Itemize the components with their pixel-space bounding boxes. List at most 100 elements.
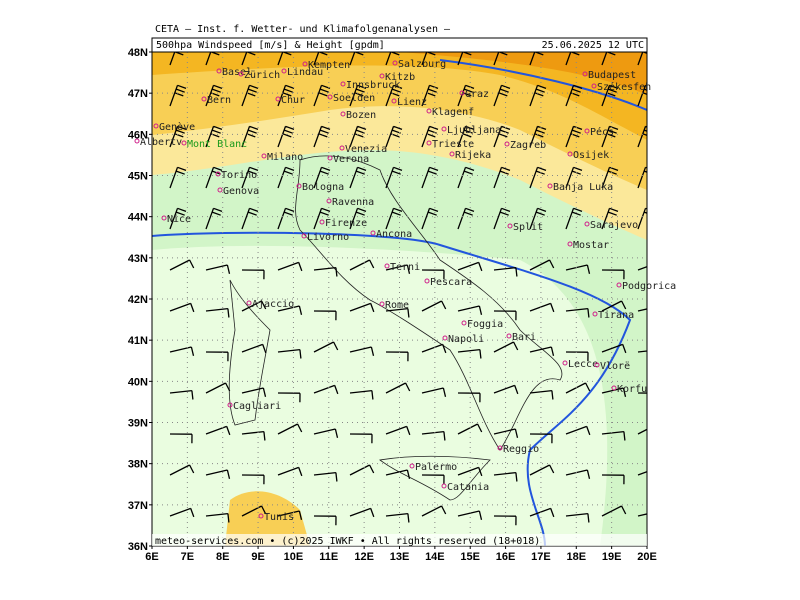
city-dot bbox=[370, 230, 376, 236]
city-dot bbox=[217, 187, 223, 193]
wind-barb bbox=[313, 310, 337, 321]
city-dot bbox=[327, 94, 333, 100]
wind-barb bbox=[169, 52, 184, 66]
wind-barb bbox=[421, 387, 447, 397]
city-label: Bologna bbox=[302, 182, 344, 193]
lat-label: 47N bbox=[128, 88, 148, 100]
city-dot bbox=[339, 145, 345, 151]
city-label: Korfu bbox=[617, 384, 647, 395]
wind-barb bbox=[457, 466, 483, 477]
city-label: Genova bbox=[223, 186, 259, 197]
city-label: Venezia bbox=[345, 144, 387, 155]
wind-barb bbox=[349, 166, 367, 189]
city-label: Nice bbox=[167, 214, 191, 225]
wind-barb bbox=[349, 207, 367, 230]
header-box bbox=[151, 37, 648, 53]
wind-barb bbox=[205, 382, 231, 394]
city-dot bbox=[161, 215, 167, 221]
wind-barb bbox=[385, 469, 411, 479]
city-label: Lecce bbox=[568, 359, 598, 370]
wind-barb bbox=[313, 125, 331, 148]
city-dot bbox=[296, 183, 302, 189]
city-dot bbox=[442, 335, 448, 341]
wind-barb bbox=[529, 259, 555, 271]
city-dot bbox=[507, 223, 513, 229]
wind-barb bbox=[241, 84, 259, 107]
wind-barb bbox=[313, 341, 339, 353]
wind-barb bbox=[241, 52, 256, 66]
lat-label: 41N bbox=[128, 335, 148, 347]
lat-label: 45N bbox=[128, 171, 148, 183]
wind-barb bbox=[529, 464, 555, 476]
lat-label: 42N bbox=[128, 294, 148, 306]
wind-barb bbox=[601, 269, 625, 280]
wind-barb bbox=[205, 52, 220, 66]
wind-barb bbox=[457, 392, 481, 403]
city-dot bbox=[616, 282, 622, 288]
wind-barb bbox=[313, 428, 339, 438]
wind-barb bbox=[385, 84, 403, 107]
wind-barb bbox=[601, 505, 627, 517]
wind-barb bbox=[277, 166, 295, 189]
wind-barb bbox=[349, 389, 374, 400]
city-dot bbox=[506, 333, 512, 339]
wind-barb bbox=[241, 474, 265, 485]
wind-barb bbox=[637, 350, 647, 353]
wind-barb bbox=[277, 125, 295, 148]
wind-barb bbox=[205, 264, 231, 274]
wind-barb bbox=[493, 428, 519, 438]
wind-barb bbox=[277, 305, 303, 315]
city-label: Reggio bbox=[503, 444, 539, 455]
wind-barb bbox=[205, 125, 223, 148]
wind-barb bbox=[529, 507, 555, 518]
city-dot bbox=[281, 68, 287, 74]
wind-barb bbox=[385, 307, 410, 318]
wind-barb bbox=[205, 307, 230, 318]
wind-barb bbox=[457, 348, 482, 359]
city-label: Rijeka bbox=[455, 150, 491, 161]
wind-barb bbox=[385, 52, 400, 66]
city-dot bbox=[426, 108, 432, 114]
height-contour bbox=[439, 59, 647, 111]
wind-barb bbox=[169, 464, 195, 476]
city-label: Budapest bbox=[588, 70, 636, 81]
wind-barb bbox=[637, 52, 647, 66]
wind-barb bbox=[601, 84, 619, 107]
wind-barb bbox=[169, 207, 187, 230]
wind-barb bbox=[277, 510, 303, 520]
city-dot bbox=[497, 445, 503, 451]
city-label: Zürich bbox=[244, 70, 280, 81]
city-label: Pescara bbox=[430, 277, 472, 288]
wind-barb bbox=[385, 166, 403, 189]
city-dot bbox=[424, 278, 430, 284]
wind-barb bbox=[277, 84, 295, 107]
city-label: Torino bbox=[221, 170, 257, 181]
wind-barb bbox=[169, 302, 195, 313]
field-band-4 bbox=[400, 52, 647, 95]
wind-barb bbox=[457, 207, 475, 230]
city-dot bbox=[441, 126, 447, 132]
city-dot bbox=[562, 360, 568, 366]
city-label: Sarajevo bbox=[590, 220, 638, 231]
wind-barb bbox=[349, 433, 373, 444]
wind-barb bbox=[529, 302, 555, 313]
city-label: Mont Blanc bbox=[187, 139, 247, 150]
city-label: Palermo bbox=[415, 462, 457, 473]
footer-box bbox=[152, 534, 647, 546]
city-label: Split bbox=[513, 222, 543, 233]
wind-barb bbox=[601, 343, 627, 354]
wind-barb bbox=[169, 259, 195, 271]
height-contour bbox=[152, 231, 632, 546]
wind-barb bbox=[421, 125, 439, 148]
city-label: Ravenna bbox=[332, 197, 374, 208]
city-dot bbox=[275, 96, 281, 102]
lon-label: 11E bbox=[319, 551, 338, 563]
city-dot bbox=[391, 98, 397, 104]
lon-label: 20E bbox=[637, 551, 657, 563]
wind-barb bbox=[277, 207, 295, 230]
wind-barb bbox=[421, 207, 439, 230]
wind-barb bbox=[385, 351, 409, 362]
wind-barb bbox=[565, 512, 590, 523]
wind-barb bbox=[241, 125, 259, 148]
